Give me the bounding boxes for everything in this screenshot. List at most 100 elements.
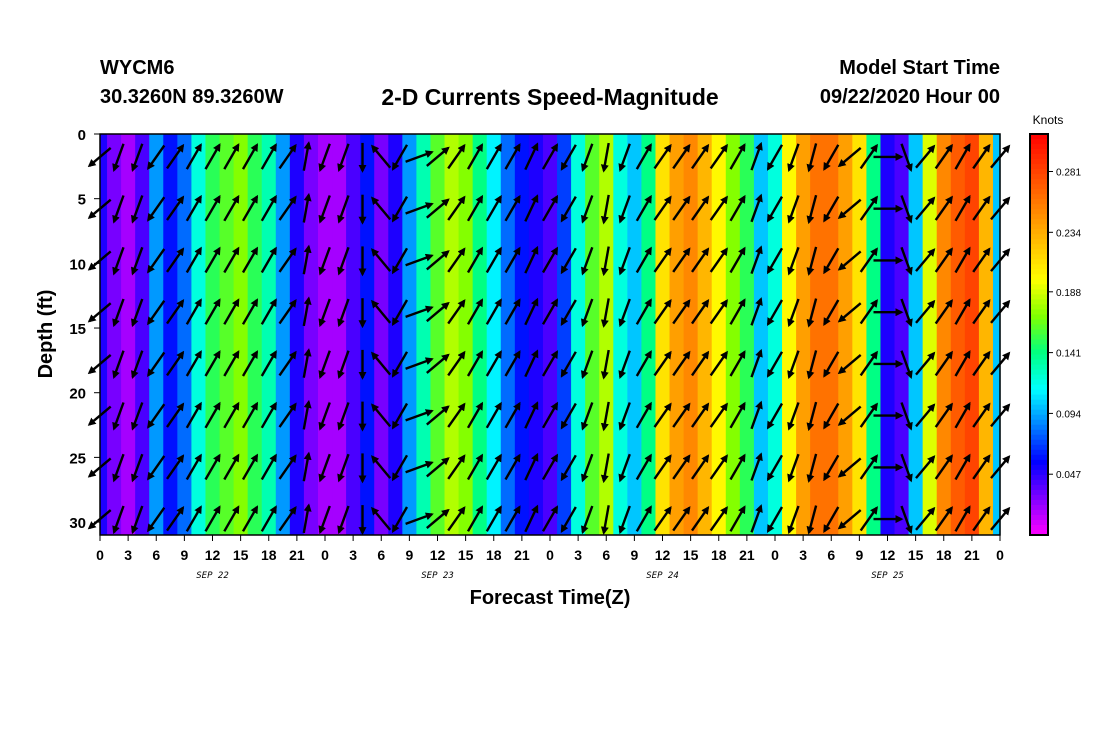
current-vector — [466, 350, 484, 377]
heatmap-cell — [416, 134, 432, 535]
current-vector — [112, 246, 125, 276]
current-vector — [337, 402, 350, 431]
current-vector — [337, 350, 350, 379]
current-vector — [166, 195, 185, 221]
current-vector — [837, 353, 862, 375]
colorbar-segment — [1030, 154, 1048, 160]
x-tick-label: 18 — [711, 547, 727, 563]
colorbar-segment — [1030, 454, 1048, 461]
current-vector — [600, 298, 610, 328]
current-vector — [729, 350, 746, 377]
current-vector — [485, 298, 502, 325]
current-vector — [806, 401, 818, 432]
current-vector — [466, 143, 484, 170]
current-vector — [580, 298, 594, 328]
current-vector — [823, 351, 840, 378]
current-vector — [600, 246, 610, 277]
current-vector — [185, 350, 202, 377]
current-vector — [837, 405, 862, 426]
current-vector — [318, 298, 331, 328]
station-coordinates: 30.3260N 89.3260W — [100, 86, 284, 108]
heatmap-cell — [388, 134, 403, 535]
current-vector — [672, 143, 691, 170]
current-vector — [766, 247, 784, 275]
current-vector — [837, 457, 862, 478]
current-vector — [934, 247, 953, 273]
colorbar-segment — [1030, 419, 1048, 426]
current-vector — [504, 143, 521, 170]
x-tick-label: 18 — [936, 547, 952, 563]
current-vector — [823, 299, 840, 327]
x-tick-label: 9 — [855, 547, 863, 563]
current-vector — [524, 452, 539, 481]
current-vector — [447, 299, 466, 325]
current-vector — [371, 351, 392, 376]
colorbar-tick-label: 0.094 — [1056, 409, 1081, 420]
current-vector — [653, 506, 672, 532]
current-vector — [787, 350, 800, 379]
current-vector — [302, 244, 312, 275]
current-vector — [337, 195, 350, 224]
colorbar-segment — [1030, 179, 1048, 185]
x-tick-label: 9 — [405, 547, 413, 563]
colorbar-segment — [1030, 289, 1048, 295]
current-vector — [147, 300, 166, 326]
current-vector — [972, 454, 991, 480]
current-vector — [318, 246, 331, 276]
x-tick-label: 6 — [827, 547, 835, 563]
heatmap-cell — [627, 134, 642, 535]
current-vector — [729, 194, 746, 222]
current-vector — [130, 402, 144, 431]
colorbar-segment — [1030, 264, 1048, 270]
current-vector — [204, 246, 221, 274]
colorbar-segment — [1030, 339, 1048, 346]
colorbar-segment — [1030, 139, 1048, 145]
current-vector — [112, 298, 125, 328]
current-vector — [823, 247, 840, 275]
current-vector — [635, 143, 652, 170]
current-vector — [318, 143, 331, 172]
colorbar-segment — [1030, 459, 1048, 466]
heatmap-cell — [360, 134, 375, 535]
current-vector — [859, 195, 878, 221]
current-vector — [766, 506, 784, 534]
heatmap-cell — [542, 134, 558, 535]
current-vector — [709, 350, 728, 377]
current-vector — [485, 505, 502, 532]
heatmap-cell — [247, 134, 263, 535]
current-vector — [147, 144, 166, 171]
current-vector — [130, 350, 144, 379]
current-vector — [750, 452, 763, 481]
x-tick-label: 3 — [799, 547, 807, 563]
current-vector — [823, 402, 840, 430]
x-tick-label: 12 — [655, 547, 671, 563]
current-vector — [466, 194, 484, 222]
current-vector — [260, 350, 277, 377]
heatmap-cell — [613, 134, 628, 535]
x-tick-label: 0 — [771, 547, 779, 563]
current-vector — [147, 455, 166, 481]
current-vector — [524, 142, 539, 171]
current-vector — [787, 298, 800, 328]
current-vector — [618, 350, 631, 379]
current-vector — [447, 506, 466, 532]
current-vector — [954, 298, 971, 325]
current-vector — [691, 454, 710, 480]
colorbar-segment — [1030, 504, 1048, 511]
chart-title: 2-D Currents Speed-Magnitude — [381, 84, 719, 110]
colorbar-tick-label: 0.234 — [1056, 228, 1081, 239]
current-vector — [391, 351, 409, 378]
current-vector — [729, 246, 746, 274]
heatmap-cell — [514, 134, 530, 535]
current-vector — [371, 506, 392, 531]
current-vector — [635, 350, 652, 377]
colorbar-segment — [1030, 269, 1048, 275]
colorbar-tick-label: 0.141 — [1056, 349, 1081, 360]
heatmap-cell — [880, 134, 896, 535]
current-vector — [787, 453, 800, 483]
current-vector — [426, 146, 450, 167]
current-vector — [447, 402, 466, 428]
current-vector — [204, 350, 221, 377]
current-vector — [185, 505, 202, 532]
